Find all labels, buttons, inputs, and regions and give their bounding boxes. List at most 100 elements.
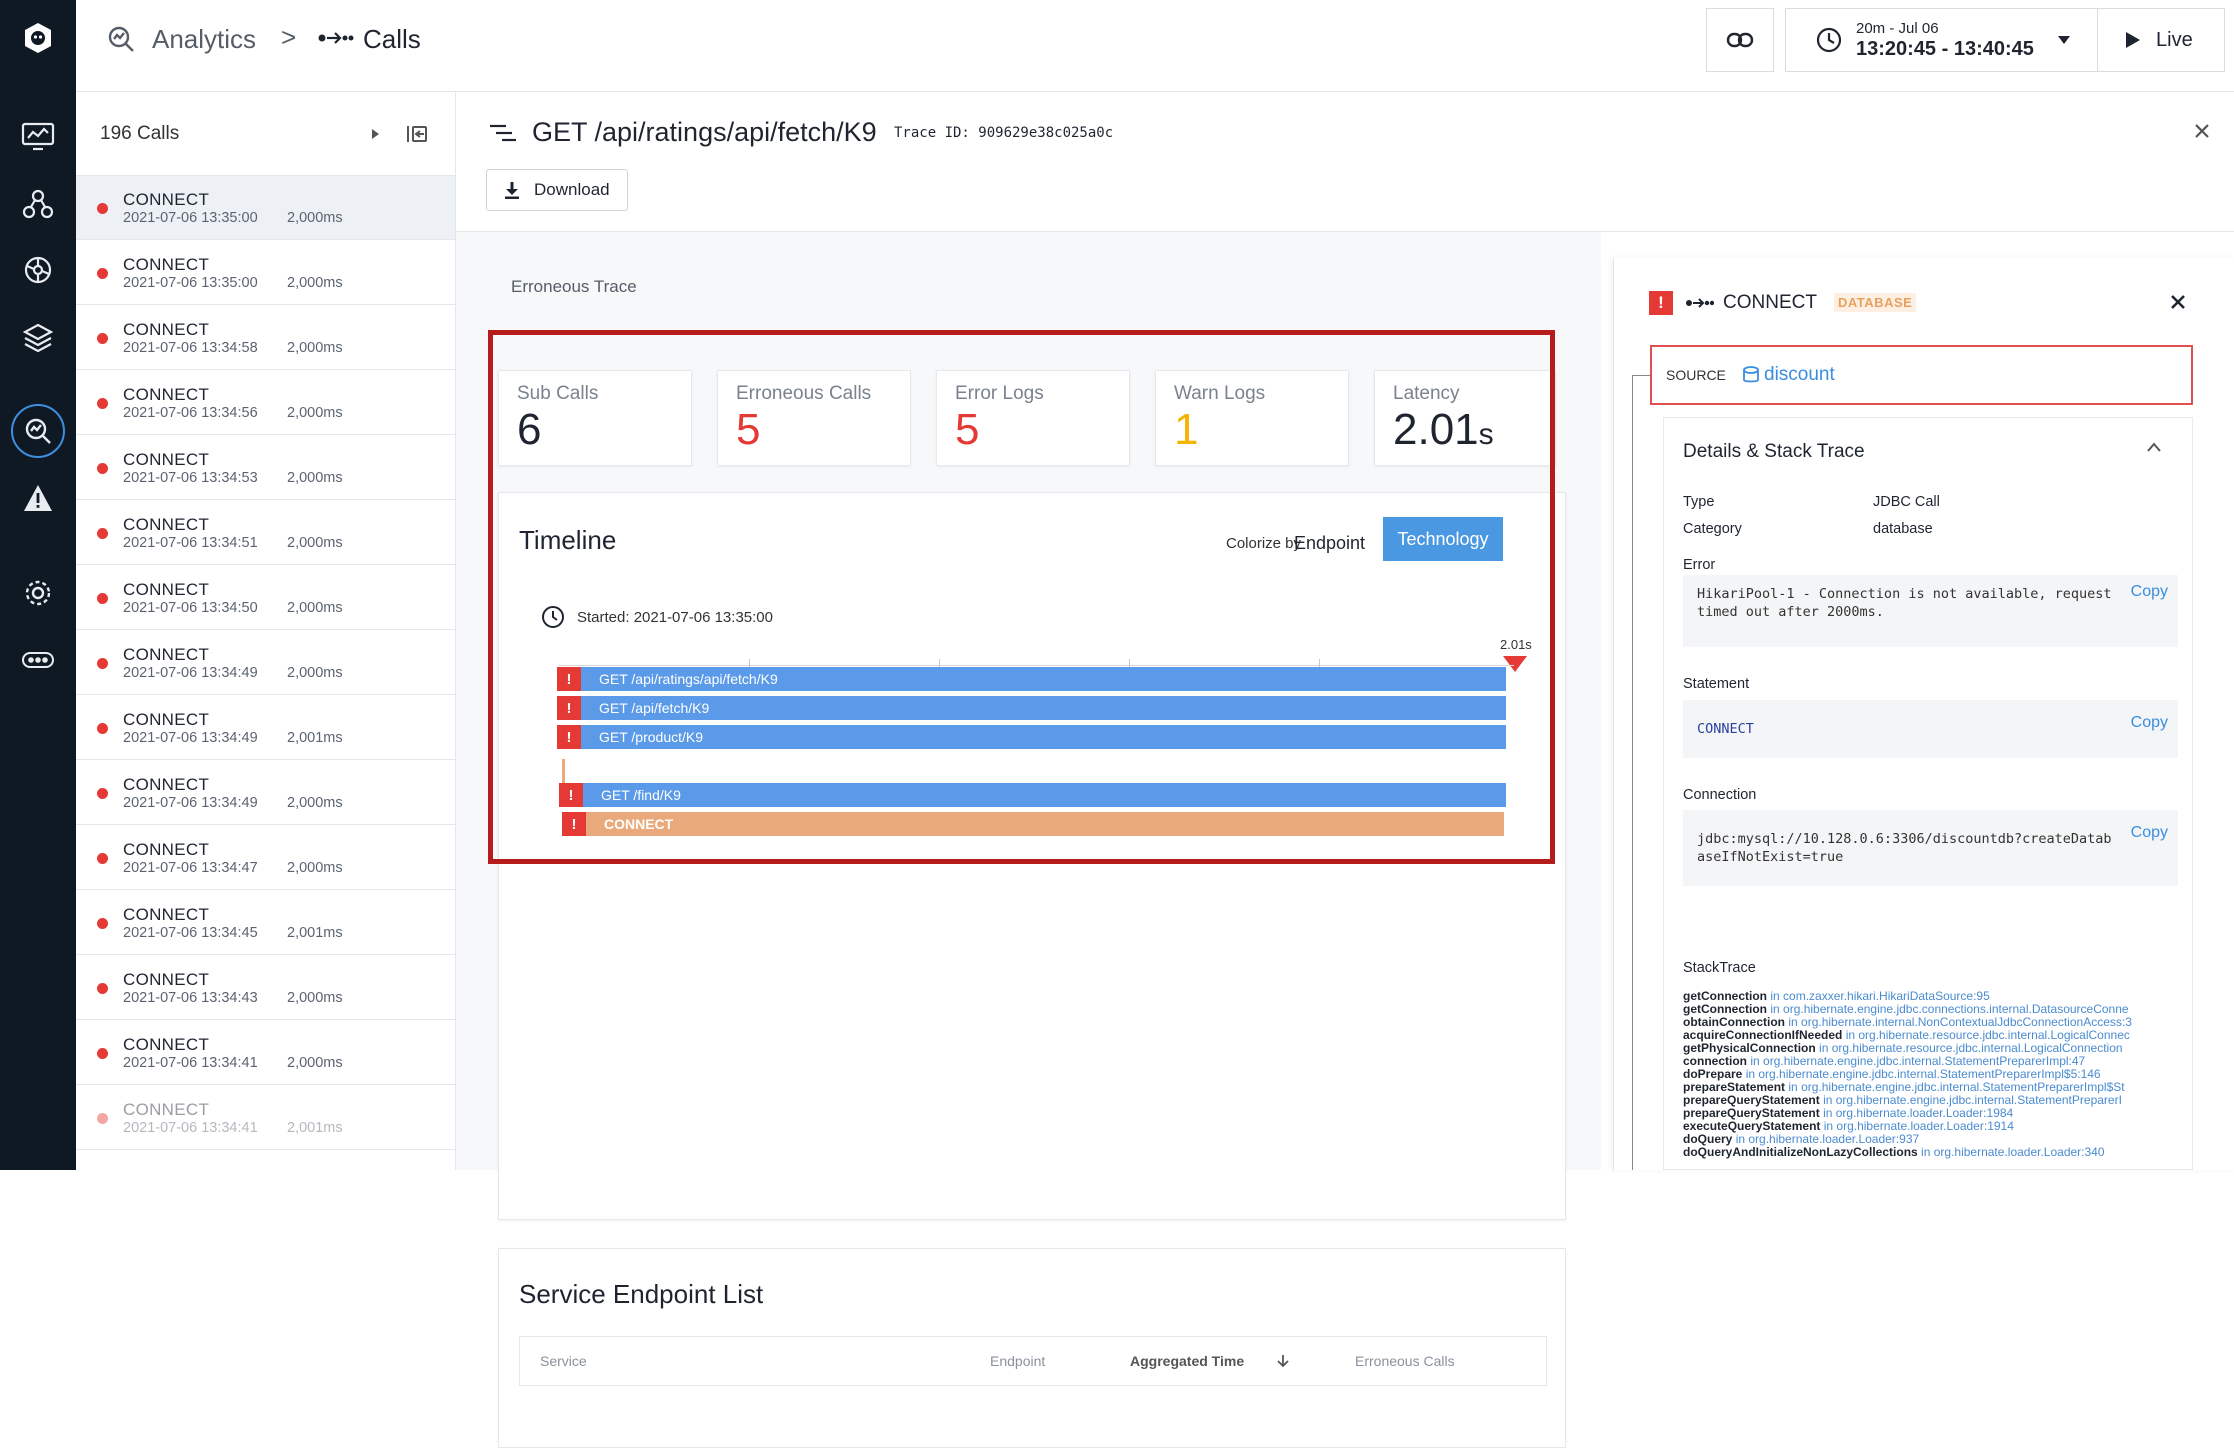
stack-frame: getConnection in com.zaxxer.hikari.Hikar… [1683,990,1990,1003]
error-status-dot [97,1048,108,1059]
call-list-item[interactable]: CONNECT 2021-07-06 13:34:56 2,000ms [76,371,455,435]
call-duration: 2,000ms [287,275,343,291]
call-list-item[interactable]: CONNECT 2021-07-06 13:34:45 2,001ms [76,891,455,955]
stat-value: 6 [517,405,542,454]
call-list-item[interactable]: CONNECT 2021-07-06 13:34:58 2,000ms [76,306,455,370]
call-list-item[interactable]: CONNECT 2021-07-06 13:34:43 2,000ms [76,956,455,1020]
call-time: 2021-07-06 13:34:50 [123,600,258,616]
timeline-bar[interactable]: ! GET /product/K9 [557,725,1506,749]
live-button[interactable]: Live [2098,8,2225,72]
top-bar: Analytics > Calls 20m - Jul 06 13:20:45 … [76,0,2234,92]
call-list-item[interactable]: CONNECT 2021-07-06 13:34:49 2,001ms [76,696,455,760]
source-label: SOURCE [1666,367,1726,383]
error-status-dot [97,853,108,864]
time-range-picker[interactable]: 20m - Jul 06 13:20:45 - 13:40:45 [1785,8,2098,72]
services-map-icon[interactable] [0,176,76,232]
stack-frame: doQuery in org.hibernate.loader.Loader:9… [1683,1133,1919,1146]
collapse-panel-icon[interactable] [406,124,428,144]
stack-method: acquireConnectionIfNeeded [1683,1028,1843,1042]
call-duration: 2,001ms [287,730,343,746]
breadcrumb-analytics[interactable]: Analytics [152,24,257,54]
dashboard-icon[interactable] [0,108,76,164]
call-time: 2021-07-06 13:34:41 [123,1120,258,1136]
col-service[interactable]: Service [540,1353,587,1369]
call-list-item[interactable]: CONNECT 2021-07-06 13:34:49 2,000ms [76,761,455,825]
stack-frame: doPrepare in org.hibernate.engine.jdbc.i… [1683,1068,2101,1081]
call-name: CONNECT [123,775,210,794]
more-icon[interactable] [0,632,76,688]
call-list-item[interactable]: CONNECT 2021-07-06 13:35:00 2,000ms [76,241,455,305]
sort-down-icon[interactable] [1277,1354,1289,1368]
call-list-item[interactable]: CONNECT 2021-07-06 13:34:47 2,000ms [76,826,455,890]
col-erroneous-calls[interactable]: Erroneous Calls [1355,1353,1455,1369]
stat-label: Latency [1393,383,1460,404]
stack-frame: obtainConnection in org.hibernate.intern… [1683,1016,2132,1029]
copy-statement-button[interactable]: Copy [2130,714,2168,731]
timeline-bar[interactable]: ! GET /api/ratings/api/fetch/K9 [557,667,1506,691]
stack-class[interactable]: in org.hibernate.resource.jdbc.internal.… [1819,1041,2123,1055]
stack-class[interactable]: in org.hibernate.engine.jdbc.internal.St… [1750,1054,2086,1068]
source-value[interactable]: discount [1764,364,1835,385]
copy-link-button[interactable] [1706,8,1774,72]
stack-class[interactable]: in org.hibernate.internal.NonContextualJ… [1788,1015,2132,1029]
stack-class[interactable]: in org.hibernate.loader.Loader:937 [1735,1132,1920,1146]
type-value: JDBC Call [1873,494,1940,510]
settings-gear-icon[interactable] [0,565,76,621]
alerts-icon[interactable] [0,470,76,526]
stack-class[interactable]: in org.hibernate.resource.jdbc.internal.… [1845,1028,2130,1042]
stack-method: getConnection [1683,1002,1767,1016]
call-time: 2021-07-06 13:35:00 [123,275,258,291]
copy-error-button[interactable]: Copy [2130,583,2168,600]
layers-icon[interactable] [0,310,76,366]
timeline-bar[interactable]: ! GET /api/fetch/K9 [557,696,1506,720]
timeline-bar[interactable]: ! GET /find/K9 [559,783,1506,807]
call-list-item[interactable]: CONNECT 2021-07-06 13:34:53 2,000ms [76,436,455,500]
stack-class[interactable]: in org.hibernate.engine.jdbc.internal.St… [1788,1080,2125,1094]
copy-connection-button[interactable]: Copy [2130,824,2168,841]
breadcrumb-separator: > [281,22,297,52]
app-logo-icon[interactable] [0,10,76,66]
call-name: CONNECT [123,1100,210,1119]
call-list-item[interactable]: CONNECT 2021-07-06 13:35:00 2,000ms [76,176,455,240]
timeline-axis [559,665,1514,666]
call-name: CONNECT [123,450,210,469]
col-endpoint[interactable]: Endpoint [990,1353,1046,1369]
stat-card: Erroneous Calls 5 [717,370,911,466]
stack-class[interactable]: in org.hibernate.loader.Loader:340 [1921,1145,2105,1159]
stack-class[interactable]: in org.hibernate.loader.Loader:1914 [1823,1119,2014,1133]
download-button[interactable]: Download [486,169,628,211]
call-time: 2021-07-06 13:34:47 [123,860,258,876]
call-list-item[interactable]: CONNECT 2021-07-06 13:34:51 2,000ms [76,501,455,565]
call-list-item[interactable]: CONNECT 2021-07-06 13:34:41 2,001ms [76,1086,455,1150]
stat-value: 5 [736,405,761,454]
stack-method: prepareQueryStatement [1683,1106,1820,1120]
stack-class[interactable]: in com.zaxxer.hikari.HikariDataSource:95 [1770,989,1990,1003]
close-icon[interactable] [2170,294,2186,310]
error-status-dot [97,788,108,799]
timeline-card: Timeline Colorize by Endpoint Technology… [498,492,1566,1220]
error-badge-icon: ! [557,667,581,691]
col-aggregated-time[interactable]: Aggregated Time [1130,1353,1245,1369]
side-nav [0,0,76,1170]
timeline-bar[interactable]: ! CONNECT [562,812,1504,836]
analytics-nav-icon[interactable] [0,403,76,459]
stack-class[interactable]: in org.hibernate.engine.jdbc.internal.St… [1745,1067,2101,1081]
stacktrace-key: StackTrace [1683,960,1756,976]
stat-card: Warn Logs 1 [1155,370,1349,466]
stack-class[interactable]: in org.hibernate.loader.Loader:1984 [1823,1106,2014,1120]
stack-class[interactable]: in org.hibernate.engine.jdbc.connections… [1770,1002,2129,1016]
kubernetes-icon[interactable] [0,242,76,298]
call-duration: 2,000ms [287,210,343,226]
chevron-up-icon[interactable] [2147,442,2161,452]
call-list-item[interactable]: CONNECT 2021-07-06 13:34:49 2,000ms [76,631,455,695]
stack-method: getConnection [1683,989,1767,1003]
colorize-technology-option[interactable]: Technology [1383,517,1503,561]
call-list-item[interactable]: CONNECT 2021-07-06 13:34:41 2,000ms [76,1021,455,1085]
calls-list-header: 196 Calls [76,92,455,176]
stack-class[interactable]: in org.hibernate.engine.jdbc.internal.St… [1823,1093,2122,1107]
close-icon[interactable] [2193,122,2211,140]
colorize-endpoint-option[interactable]: Endpoint [1294,533,1366,553]
call-name: CONNECT [123,255,210,274]
expand-arrow-icon[interactable] [372,129,379,139]
call-list-item[interactable]: CONNECT 2021-07-06 13:34:50 2,000ms [76,566,455,630]
